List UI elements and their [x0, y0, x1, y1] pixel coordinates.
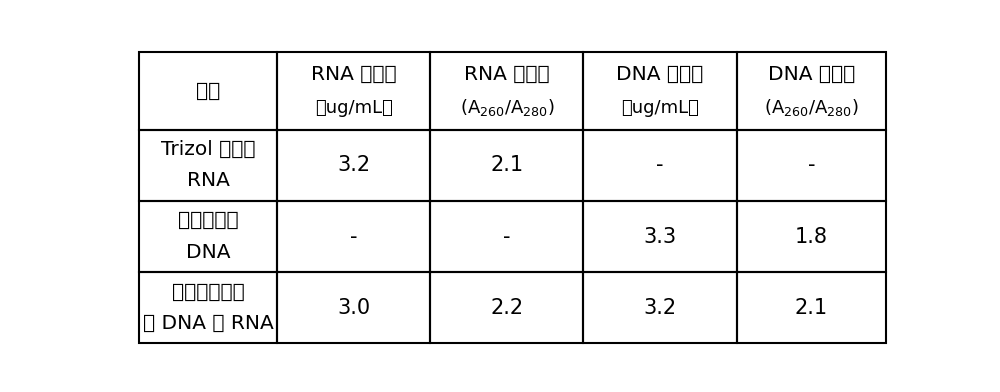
Text: DNA 的浓度: DNA 的浓度: [616, 65, 704, 83]
Bar: [139, 130, 277, 201]
Bar: [277, 53, 430, 130]
Bar: [277, 201, 430, 272]
Text: RNA: RNA: [187, 171, 229, 191]
Text: 本发明同时提: 本发明同时提: [172, 283, 244, 301]
Text: （ug/mL）: （ug/mL）: [621, 99, 699, 117]
Text: RNA 的纯度: RNA 的纯度: [464, 65, 550, 83]
Bar: [737, 272, 886, 343]
Text: 1.8: 1.8: [795, 227, 828, 247]
Text: 方法: 方法: [196, 82, 220, 100]
Bar: [139, 272, 277, 343]
Bar: [583, 53, 737, 130]
Text: 3.2: 3.2: [337, 155, 370, 175]
Bar: [583, 130, 737, 201]
Bar: [737, 130, 886, 201]
Bar: [737, 201, 886, 272]
Text: Trizol 法单提: Trizol 法单提: [161, 140, 255, 159]
Text: 2.2: 2.2: [490, 298, 523, 318]
Text: -: -: [503, 227, 511, 247]
Text: 2.1: 2.1: [490, 155, 523, 175]
Text: 3.3: 3.3: [643, 227, 677, 247]
Text: -: -: [656, 155, 664, 175]
Bar: [139, 201, 277, 272]
Bar: [737, 53, 886, 130]
Bar: [277, 272, 430, 343]
Text: RNA 的浓度: RNA 的浓度: [311, 65, 397, 83]
Text: 煮汸法单提: 煮汸法单提: [178, 211, 238, 230]
Text: 2.1: 2.1: [795, 298, 828, 318]
Text: 3.0: 3.0: [337, 298, 370, 318]
Text: DNA: DNA: [186, 243, 230, 262]
Bar: [139, 53, 277, 130]
Bar: [583, 201, 737, 272]
Text: (A$_{260}$/A$_{280}$): (A$_{260}$/A$_{280}$): [460, 98, 554, 118]
Text: 取 DNA 和 RNA: 取 DNA 和 RNA: [143, 314, 273, 333]
Text: -: -: [350, 227, 357, 247]
Text: -: -: [808, 155, 815, 175]
Bar: [430, 272, 583, 343]
Text: （ug/mL）: （ug/mL）: [315, 99, 393, 117]
Bar: [430, 53, 583, 130]
Bar: [430, 201, 583, 272]
Text: (A$_{260}$/A$_{280}$): (A$_{260}$/A$_{280}$): [764, 98, 859, 118]
Bar: [583, 272, 737, 343]
Bar: [430, 130, 583, 201]
Bar: [277, 130, 430, 201]
Text: DNA 的纯度: DNA 的纯度: [768, 65, 855, 83]
Text: 3.2: 3.2: [643, 298, 677, 318]
